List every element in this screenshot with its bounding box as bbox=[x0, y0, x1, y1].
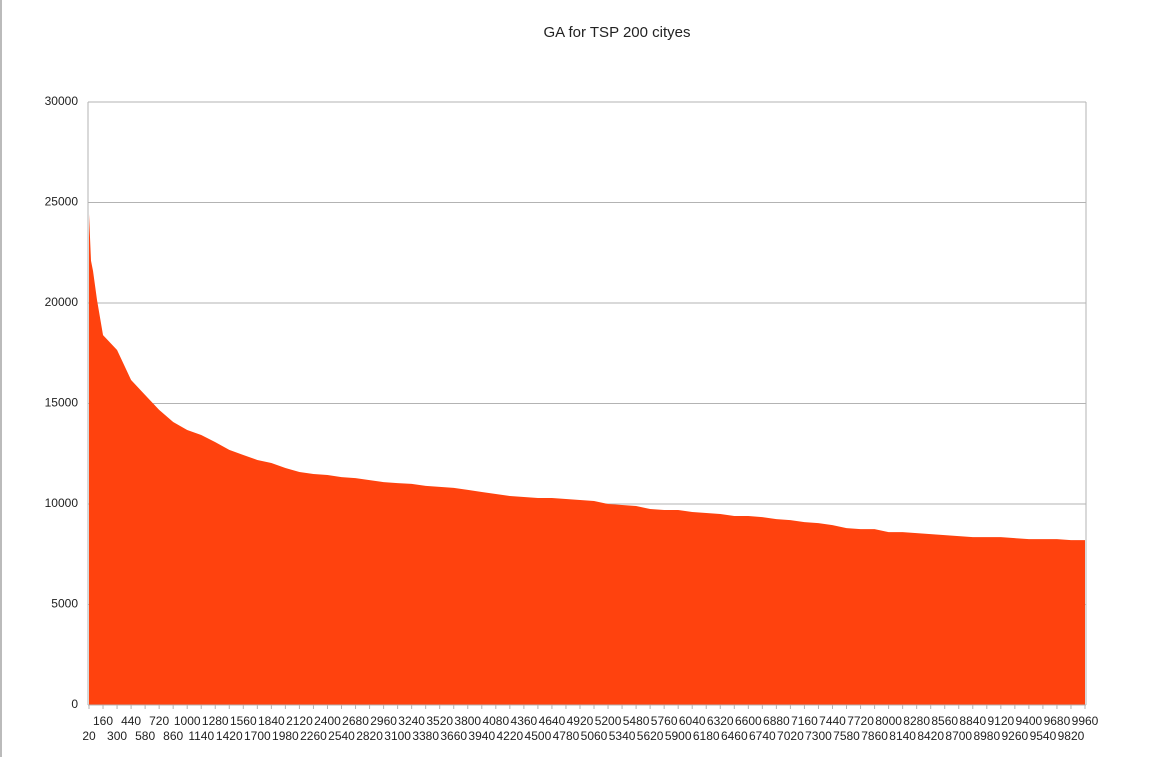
x-tick-label: 4220 bbox=[496, 729, 523, 743]
area bbox=[89, 213, 1085, 705]
x-tick-label: 720 bbox=[149, 714, 169, 728]
x-tick-label: 7580 bbox=[833, 729, 860, 743]
x-tick-label: 6880 bbox=[763, 714, 790, 728]
x-tick-label: 9680 bbox=[1044, 714, 1071, 728]
y-tick-label: 25000 bbox=[45, 195, 79, 209]
y-tick-label: 10000 bbox=[45, 496, 79, 510]
x-tick-label: 2260 bbox=[300, 729, 327, 743]
x-tick-label: 8700 bbox=[945, 729, 972, 743]
x-tick-label: 4780 bbox=[553, 729, 580, 743]
x-tick-label: 1840 bbox=[258, 714, 285, 728]
x-tick-label: 8420 bbox=[917, 729, 944, 743]
x-tick-label: 8980 bbox=[973, 729, 1000, 743]
x-tick-label: 2960 bbox=[370, 714, 397, 728]
y-tick-label: 15000 bbox=[45, 396, 79, 410]
x-tick-label: 1000 bbox=[174, 714, 201, 728]
x-tick-label: 1280 bbox=[202, 714, 229, 728]
y-tick-label: 0 bbox=[71, 697, 78, 711]
x-tick-label: 9820 bbox=[1058, 729, 1085, 743]
x-tick-label: 1980 bbox=[272, 729, 299, 743]
x-tick-label: 20 bbox=[82, 729, 96, 743]
x-tick-label: 9120 bbox=[987, 714, 1014, 728]
x-tick-label: 160 bbox=[93, 714, 113, 728]
x-tick-label: 1140 bbox=[188, 729, 214, 743]
x-tick-label: 3800 bbox=[454, 714, 481, 728]
x-tick-label: 5480 bbox=[623, 714, 650, 728]
x-tick-label: 440 bbox=[121, 714, 141, 728]
x-tick-label: 5620 bbox=[637, 729, 664, 743]
x-tick-label: 3380 bbox=[412, 729, 439, 743]
x-tick-label: 6740 bbox=[749, 729, 776, 743]
y-tick-label: 20000 bbox=[45, 295, 79, 309]
x-tick-label: 2540 bbox=[328, 729, 355, 743]
x-tick-label: 5200 bbox=[595, 714, 622, 728]
x-tick-label: 1560 bbox=[230, 714, 257, 728]
x-tick-label: 7860 bbox=[861, 729, 888, 743]
x-tick-label: 2820 bbox=[356, 729, 383, 743]
x-tick-label: 6600 bbox=[735, 714, 762, 728]
y-tick-label: 30000 bbox=[45, 94, 79, 108]
x-tick-label: 2120 bbox=[286, 714, 313, 728]
x-tick-label: 3240 bbox=[398, 714, 425, 728]
x-tick-label: 9540 bbox=[1030, 729, 1057, 743]
x-tick-label: 2680 bbox=[342, 714, 369, 728]
chart-title: GA for TSP 200 cityes bbox=[543, 24, 690, 41]
x-tick-label: 300 bbox=[107, 729, 127, 743]
x-tick-label: 5340 bbox=[609, 729, 636, 743]
x-tick-label: 860 bbox=[163, 729, 183, 743]
x-tick-label: 3940 bbox=[468, 729, 495, 743]
x-tick-label: 4640 bbox=[539, 714, 566, 728]
x-tick-label: 1700 bbox=[244, 729, 271, 743]
x-tick-label: 8840 bbox=[959, 714, 986, 728]
x-tick-label: 7720 bbox=[847, 714, 874, 728]
x-tick-label: 9960 bbox=[1072, 714, 1099, 728]
x-tick-label: 5760 bbox=[651, 714, 678, 728]
x-tick-label: 9400 bbox=[1016, 714, 1043, 728]
x-tick-label: 6460 bbox=[721, 729, 748, 743]
x-tick-label: 6320 bbox=[707, 714, 734, 728]
x-tick-label: 5900 bbox=[665, 729, 692, 743]
x-tick-label: 8140 bbox=[889, 729, 916, 743]
x-tick-label: 6180 bbox=[693, 729, 720, 743]
x-tick-label: 7440 bbox=[819, 714, 846, 728]
x-tick-label: 580 bbox=[135, 729, 155, 743]
x-tick-label: 1420 bbox=[216, 729, 243, 743]
x-tick-label: 6040 bbox=[679, 714, 706, 728]
x-tick-label: 8280 bbox=[903, 714, 930, 728]
y-tick-label: 5000 bbox=[51, 597, 78, 611]
x-tick-label: 4360 bbox=[511, 714, 538, 728]
x-tick-label: 7160 bbox=[791, 714, 818, 728]
x-tick-label: 2400 bbox=[314, 714, 341, 728]
x-tick-label: 4500 bbox=[525, 729, 552, 743]
x-tick-label: 3100 bbox=[384, 729, 411, 743]
x-tick-label: 3520 bbox=[426, 714, 453, 728]
x-tick-label: 7020 bbox=[777, 729, 804, 743]
x-tick-label: 8000 bbox=[875, 714, 902, 728]
x-tick-label: 8560 bbox=[931, 714, 958, 728]
x-tick-label: 3660 bbox=[440, 729, 467, 743]
x-tick-label: 9260 bbox=[1002, 729, 1029, 743]
x-tick-label: 5060 bbox=[581, 729, 608, 743]
x-tick-label: 4920 bbox=[567, 714, 594, 728]
x-tick-label: 7300 bbox=[805, 729, 832, 743]
x-tick-label: 4080 bbox=[482, 714, 509, 728]
